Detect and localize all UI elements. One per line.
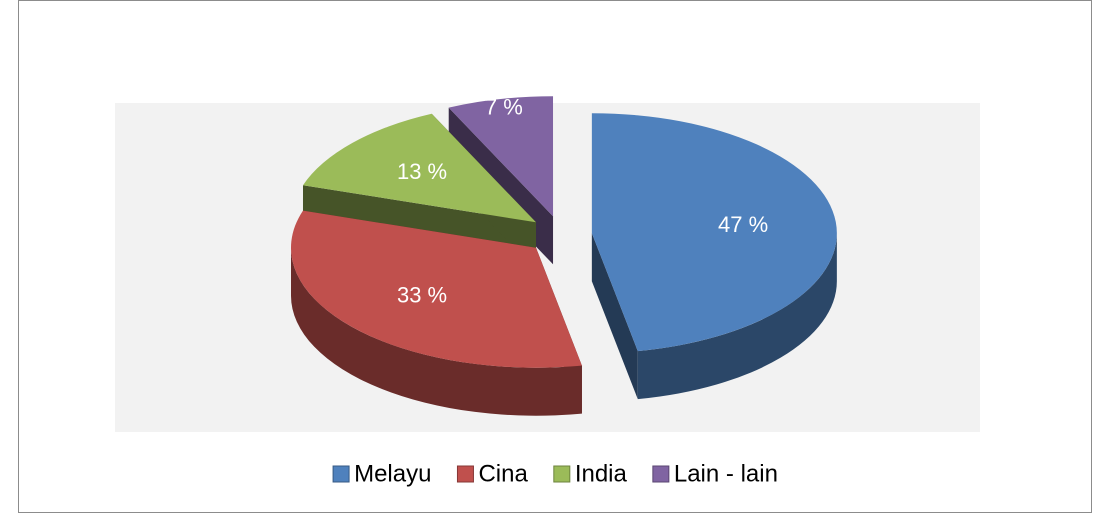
slice-side (290, 247, 582, 416)
legend-swatch (652, 465, 670, 483)
legend-label: Cina (478, 460, 528, 487)
legend-swatch (456, 465, 474, 483)
slice-top (448, 96, 554, 217)
slice: 47 % (591, 113, 837, 400)
legend-swatch (332, 465, 350, 483)
legend: Melayu Cina India Lain - lain (332, 460, 778, 487)
data-label: 33 % (397, 283, 447, 308)
legend-label: Lain - lain (674, 460, 778, 487)
data-label: 13 % (397, 159, 447, 184)
data-label: 7 % (485, 94, 523, 119)
slice-wall (591, 233, 638, 400)
slice-top (290, 210, 582, 368)
legend-swatch (553, 465, 571, 483)
slice-top (591, 113, 837, 352)
slice-top (302, 113, 536, 223)
legend-label: India (575, 460, 628, 487)
data-label: 47 % (718, 212, 768, 237)
slice: 33 % (290, 210, 582, 416)
slice-side (637, 233, 837, 400)
legend-label: Melayu (354, 460, 431, 487)
